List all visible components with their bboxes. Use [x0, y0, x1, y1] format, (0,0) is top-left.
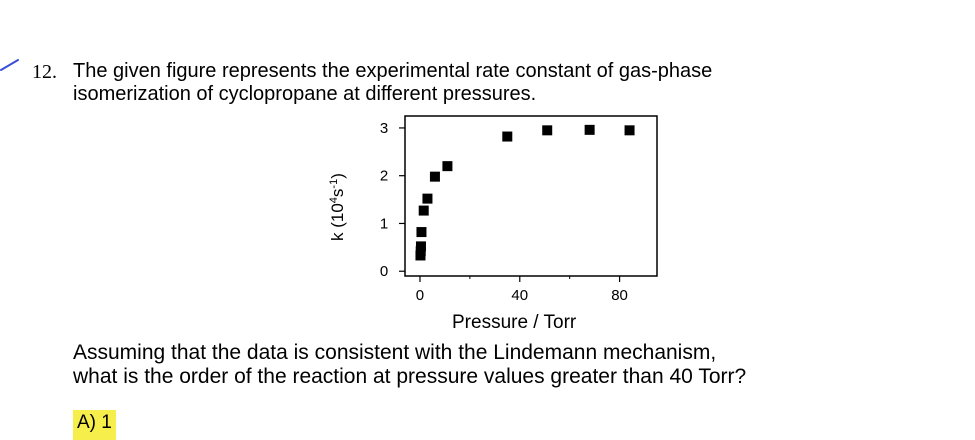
data-point: [416, 227, 427, 238]
data-point: [418, 205, 429, 216]
y-axis-label-unit: s: [328, 189, 347, 198]
axis-ticks: 0 40 80 0 1 2 3: [380, 120, 628, 304]
y-axis-label-close: ): [328, 173, 347, 179]
y-axis-label-unit-exponent: -1: [328, 179, 340, 189]
y-tick-label: 3: [380, 120, 388, 137]
y-axis-label-exponent: 4: [328, 197, 340, 203]
data-point: [624, 125, 635, 136]
question-text-line: The given figure represents the experime…: [73, 60, 713, 82]
followup-line: what is the order of the reaction at pre…: [73, 365, 747, 388]
data-point: [422, 193, 433, 204]
y-tick-label: 0: [380, 263, 388, 280]
y-tick-label: 1: [380, 215, 388, 232]
data-point: [542, 125, 553, 136]
data-point: [584, 124, 595, 135]
question-text: The given figure represents the experime…: [73, 60, 873, 106]
svg-text:k (104s-1): k (104s-1): [328, 173, 347, 241]
question-text-line: isomerization of cyclopropane at differe…: [73, 83, 537, 105]
followup-line: Assuming that the data is consistent wit…: [73, 341, 717, 364]
plot-area-frame: [404, 115, 658, 277]
x-axis-label: Pressure / Torr: [452, 312, 577, 333]
followup-question: Assuming that the data is consistent wit…: [73, 341, 953, 389]
data-point: [502, 131, 513, 142]
x-tick-label: 0: [416, 287, 424, 304]
y-axis-label-text: k (10: [328, 203, 347, 241]
x-tick-label: 80: [611, 287, 628, 304]
question-number: 12.: [32, 61, 57, 83]
y-tick-label: 2: [380, 168, 388, 185]
x-tick-label: 40: [511, 287, 528, 304]
data-points: [415, 124, 635, 261]
data-point: [429, 171, 440, 182]
data-point: [415, 241, 426, 252]
rate-constant-chart: k (104s-1) 0 40 80 0 1 2 3: [328, 115, 658, 304]
option-a[interactable]: A) 1: [73, 410, 116, 440]
check-mark-icon: [0, 59, 19, 71]
data-point: [442, 161, 453, 172]
y-axis-label: k (104s-1): [328, 173, 347, 241]
